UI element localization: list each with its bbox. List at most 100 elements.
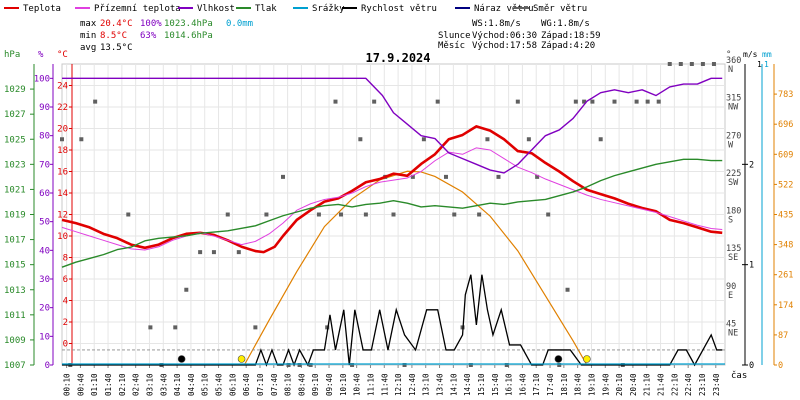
- wind-direction-point: [485, 137, 490, 142]
- x-tick-label: 19:10: [587, 373, 596, 396]
- pressure-tick-label: 1019: [4, 211, 26, 221]
- x-tick-label: 11:40: [380, 373, 389, 396]
- wind-direction-point: [612, 99, 617, 104]
- wind-direction-point: [148, 325, 153, 330]
- wind-direction-point: [557, 363, 562, 367]
- sunrise-value: Východ:06:30: [472, 31, 537, 41]
- wind-direction-point: [286, 363, 291, 367]
- wind-speed-tick-label: 1: [749, 261, 754, 271]
- direction-compass-label: NW: [728, 103, 739, 113]
- wind-direction-point: [93, 99, 98, 104]
- time-axis: 00:10 00:40 01:10 01:40 02:10 02:40 03:10 03:40…: [63, 365, 721, 396]
- x-tick-label: 08:10: [284, 373, 293, 396]
- wind-direction-point: [225, 212, 230, 217]
- x-tick-label: 07:10: [256, 373, 265, 396]
- wind-direction-point: [402, 363, 407, 367]
- wind-direction-point: [435, 99, 440, 104]
- stat-max-hum: 100%: [140, 19, 162, 29]
- solar-tick-label: 87: [778, 331, 788, 341]
- wind-direction-point: [590, 99, 595, 104]
- x-tick-label: 12:10: [394, 373, 403, 396]
- x-tick-label: 15:10: [477, 373, 486, 396]
- wind-direction-point: [656, 99, 661, 104]
- direction-tick-label: 45: [726, 319, 736, 329]
- degc-axis-unit: °C: [57, 50, 68, 60]
- x-tick-label: 10:10: [339, 373, 348, 396]
- wind-direction-point: [535, 174, 540, 179]
- legend-label: Vlhkost: [197, 4, 235, 14]
- humidity-tick-label: 40: [39, 246, 50, 256]
- pressure-tick-label: 1011: [4, 311, 26, 321]
- pressure-tick-label: 1023: [4, 160, 26, 170]
- direction-compass-label: SW: [728, 178, 739, 188]
- legend-label: Přízemní teplota: [94, 4, 181, 14]
- x-tick-label: 13:40: [436, 373, 445, 396]
- wind-direction-point: [391, 212, 396, 217]
- direction-tick-label: 90: [726, 282, 736, 292]
- x-tick-label: 07:40: [270, 373, 279, 396]
- temperature-tick-label: 8: [63, 254, 68, 264]
- wind-direction-point: [173, 325, 178, 330]
- stat-avg-temp: 13.5°C: [100, 43, 133, 53]
- legend-label: Teplota: [23, 4, 61, 14]
- wind-direction-point: [477, 212, 482, 217]
- wind-direction-point: [645, 99, 650, 104]
- x-tick-label: 21:10: [643, 373, 652, 396]
- pressure-tick-label: 1017: [4, 236, 26, 246]
- solar-tick-label: 435: [778, 211, 793, 221]
- humidity-tick-label: 60: [39, 189, 50, 199]
- x-tick-label: 23:40: [712, 373, 721, 396]
- direction-tick-label: 270: [726, 131, 741, 141]
- stat-min-hum: 63%: [140, 31, 157, 41]
- legend-label: Náraz větru: [474, 4, 534, 14]
- sun-set-dot: [583, 355, 591, 363]
- humidity-tick-label: 50: [39, 218, 50, 228]
- wind-direction-point: [281, 174, 285, 179]
- pressure-tick-label: 1015: [4, 261, 26, 271]
- pressure-tick-label: 1029: [4, 85, 26, 95]
- humidity-tick-label: 0: [45, 361, 50, 371]
- wind-speed-tick-label: 0: [749, 361, 754, 371]
- wind-speed-tick-label: 2: [749, 160, 754, 170]
- wind-direction-point: [410, 174, 415, 179]
- hpa-axis-unit: hPa: [4, 50, 20, 60]
- x-tick-label: 03:10: [145, 373, 154, 396]
- wind-direction-point: [504, 363, 509, 367]
- ms-axis-top: 1: [757, 60, 762, 69]
- stat-max-rain: 0.0mm: [226, 19, 253, 29]
- chart-title: 17.9.2024: [365, 51, 430, 65]
- legend-label: Tlak: [255, 4, 277, 14]
- wind-direction-point: [350, 363, 355, 367]
- left-axes: 1007100910111013101510171019102110231025…: [4, 64, 73, 371]
- wind-direction-point: [582, 99, 587, 104]
- temperature-tick-label: 2: [63, 318, 68, 328]
- wind-direction-point: [565, 287, 570, 292]
- hum-series-line: [62, 77, 723, 174]
- direction-compass-label: S: [728, 216, 733, 226]
- time-axis-unit: čas: [731, 370, 747, 381]
- temp-series-line: [61, 125, 723, 254]
- solar-tick-label: 0: [778, 361, 783, 371]
- x-tick-label: 20:10: [615, 373, 624, 396]
- solar-tick-label: 348: [778, 241, 793, 251]
- stat-min-press: 1014.6hPa: [164, 31, 213, 41]
- direction-tick-label: 135: [726, 244, 741, 254]
- stats-block: max 20.4°C 100% 1023.4hPa 0.0mm min 8.5°…: [80, 19, 253, 53]
- direction-tick-label: 360: [726, 56, 741, 66]
- wind-direction-point: [297, 363, 302, 367]
- stat-min-temp: 8.5°C: [100, 31, 127, 41]
- x-tick-label: 14:10: [449, 373, 458, 396]
- x-tick-label: 04:40: [187, 373, 196, 396]
- wind-direction-point: [634, 99, 639, 104]
- humidity-tick-label: 10: [39, 332, 50, 342]
- temperature-tick-label: 16: [57, 168, 68, 178]
- moonrise-value: Východ:17:58: [472, 41, 537, 51]
- wind-direction-point: [573, 99, 578, 104]
- solar-tick-label: 522: [778, 180, 793, 190]
- temperature-tick-label: 12: [57, 211, 68, 221]
- wind-direction-point: [339, 212, 344, 217]
- x-tick-label: 16:10: [505, 373, 514, 396]
- wind-direction-point: [372, 99, 377, 104]
- x-tick-label: 06:10: [228, 373, 237, 396]
